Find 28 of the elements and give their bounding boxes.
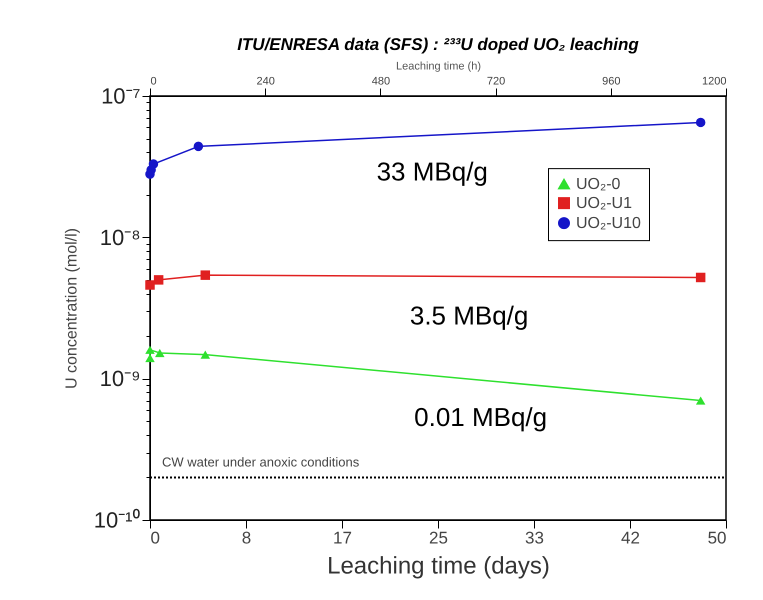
x2-tick-label: 240 <box>256 76 275 88</box>
x2-tick-label: 480 <box>372 76 390 88</box>
legend-label: UO₂-U1 <box>576 195 632 212</box>
annotation: 33 MBq/g <box>376 156 488 186</box>
x-tick-label: 8 <box>242 528 252 548</box>
x-tick-label: 50 <box>708 528 726 548</box>
x2-tick-label: 960 <box>602 76 620 88</box>
y-tick-label: 10⁻⁹ <box>100 366 140 392</box>
x2-tick-label: 0 <box>150 76 157 88</box>
chart-title: ITU/ENRESA data (SFS) : ²³³U doped UO₂ leaching <box>237 35 640 54</box>
annotation: 3.5 MBq/g <box>410 300 528 330</box>
x-tick-label: 17 <box>333 528 352 548</box>
x2-axis-title: Leaching time (h) <box>396 60 481 72</box>
x-axis-title: Leaching time (days) <box>327 552 550 580</box>
x-tick-label: 42 <box>621 528 640 548</box>
legend-label: UO₂-0 <box>576 176 621 194</box>
y-axis-title: U concentration (mol/l) <box>64 228 81 389</box>
x-tick-label: 33 <box>525 528 544 548</box>
x-tick-label: 25 <box>429 528 448 548</box>
ref-line-label: CW water under anoxic conditions <box>162 454 360 470</box>
legend-label: UO₂-U10 <box>576 215 641 232</box>
y-tick-label: 10⁻⁷ <box>101 84 141 108</box>
annotation: 0.01 MBq/g <box>414 402 548 432</box>
x-tick-label: 0 <box>150 528 160 548</box>
x2-tick-label: 1200 <box>702 76 726 88</box>
x2-tick-label: 720 <box>486 76 506 88</box>
y-tick-label: 10⁻⁸ <box>100 224 140 250</box>
y-tick-label: 10⁻¹⁰ <box>94 508 140 532</box>
